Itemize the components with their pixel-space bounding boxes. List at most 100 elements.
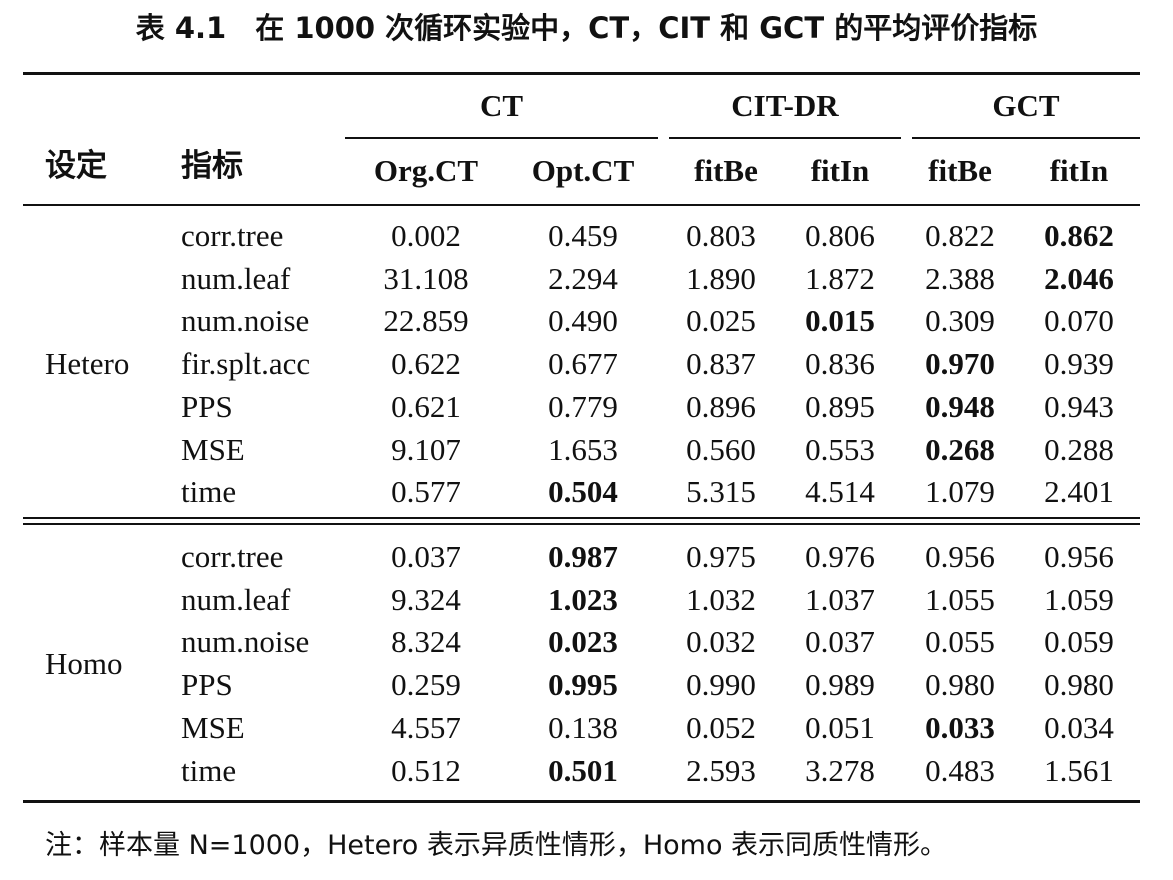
- value-cell: 0.956: [1044, 539, 1114, 574]
- section-divider-top: [23, 517, 1140, 519]
- metric-label: num.leaf: [181, 260, 291, 296]
- value-cell: 1.872: [805, 260, 875, 296]
- value-cell: 0.990: [686, 667, 756, 703]
- group-header-gct: GCT: [992, 88, 1060, 123]
- group-underline-ct: [345, 137, 658, 139]
- value-cell: 0.034: [1044, 709, 1114, 745]
- group-header-cit-dr: CIT-DR: [731, 88, 839, 123]
- value-cell: 0.806: [805, 218, 875, 253]
- value-cell: 1.037: [805, 581, 875, 617]
- header-rule: [23, 204, 1140, 206]
- value-cell: 0.501: [548, 752, 618, 788]
- setting-label: Hetero: [45, 346, 130, 382]
- metric-label: num.noise: [181, 303, 310, 339]
- section-divider-bottom: [23, 523, 1140, 525]
- value-cell: 0.037: [391, 539, 461, 574]
- value-cell: 0.989: [805, 667, 875, 703]
- value-cell: 8.324: [391, 624, 461, 660]
- value-cell: 0.560: [686, 431, 756, 467]
- value-cell: 0.268: [925, 431, 995, 467]
- value-cell: 0.862: [1044, 218, 1114, 253]
- value-cell: 0.015: [805, 303, 875, 339]
- value-cell: 0.553: [805, 431, 875, 467]
- value-cell: 0.779: [548, 388, 618, 424]
- bottom-rule: [23, 800, 1140, 803]
- value-cell: 0.956: [925, 539, 995, 574]
- column-header-gct-fitin: fitIn: [1049, 153, 1109, 188]
- table-caption: 表 4.1 在 1000 次循环实验中，CT，CIT 和 GCT 的平均评价指标: [135, 11, 1038, 45]
- value-cell: 0.138: [548, 709, 618, 745]
- value-cell: 0.055: [925, 624, 995, 660]
- value-cell: 0.621: [391, 388, 461, 424]
- metric-label: PPS: [181, 388, 233, 424]
- value-cell: 0.023: [548, 624, 618, 660]
- value-cell: 1.561: [1044, 752, 1114, 788]
- value-cell: 0.504: [548, 474, 618, 510]
- column-header-cit-fitin: fitIn: [810, 153, 870, 188]
- value-cell: 0.987: [548, 539, 618, 574]
- value-cell: 5.315: [686, 474, 756, 510]
- value-cell: 0.059: [1044, 624, 1114, 660]
- value-cell: 0.980: [1044, 667, 1114, 703]
- metric-label: PPS: [181, 667, 233, 703]
- value-cell: 0.051: [805, 709, 875, 745]
- top-rule: [23, 72, 1140, 75]
- setting-header: 设定: [45, 148, 107, 184]
- value-cell: 0.822: [925, 218, 995, 253]
- value-cell: 2.294: [548, 260, 618, 296]
- value-cell: 0.577: [391, 474, 461, 510]
- value-cell: 0.895: [805, 388, 875, 424]
- value-cell: 0.975: [686, 539, 756, 574]
- value-cell: 1.032: [686, 581, 756, 617]
- value-cell: 0.037: [805, 624, 875, 660]
- value-cell: 1.023: [548, 581, 618, 617]
- metric-label: MSE: [181, 431, 245, 467]
- value-cell: 3.278: [805, 752, 875, 788]
- metric-label: num.noise: [181, 624, 310, 660]
- group-underline-cit-dr: [669, 137, 901, 139]
- metric-label: corr.tree: [181, 218, 284, 253]
- value-cell: 0.677: [548, 346, 618, 382]
- value-cell: 1.055: [925, 581, 995, 617]
- value-cell: 1.890: [686, 260, 756, 296]
- value-cell: 4.514: [805, 474, 875, 510]
- metric-label: time: [181, 752, 237, 788]
- value-cell: 0.622: [391, 346, 461, 382]
- setting-label: Homo: [45, 645, 123, 681]
- value-cell: 2.593: [686, 752, 756, 788]
- value-cell: 0.070: [1044, 303, 1114, 339]
- value-cell: 0.309: [925, 303, 995, 339]
- column-header-cit-fitbe: fitBe: [694, 153, 758, 188]
- value-cell: 0.837: [686, 346, 756, 382]
- column-header-org-ct: Org.CT: [373, 153, 479, 188]
- value-cell: 0.995: [548, 667, 618, 703]
- value-cell: 4.557: [391, 709, 461, 745]
- group-underline-gct: [912, 137, 1140, 139]
- value-cell: 0.259: [391, 667, 461, 703]
- value-cell: 9.107: [391, 431, 461, 467]
- value-cell: 0.483: [925, 752, 995, 788]
- value-cell: 0.033: [925, 709, 995, 745]
- value-cell: 0.976: [805, 539, 875, 574]
- value-cell: 0.025: [686, 303, 756, 339]
- value-cell: 1.059: [1044, 581, 1114, 617]
- value-cell: 0.980: [925, 667, 995, 703]
- value-cell: 0.288: [1044, 431, 1114, 467]
- value-cell: 2.046: [1044, 260, 1114, 296]
- value-cell: 1.079: [925, 474, 995, 510]
- value-cell: 2.401: [1044, 474, 1114, 510]
- value-cell: 0.490: [548, 303, 618, 339]
- value-cell: 0.948: [925, 388, 995, 424]
- group-header-ct: CT: [479, 88, 524, 123]
- column-header-gct-fitbe: fitBe: [928, 153, 992, 188]
- value-cell: 0.803: [686, 218, 756, 253]
- metric-label: num.leaf: [181, 581, 291, 617]
- value-cell: 31.108: [383, 260, 469, 296]
- value-cell: 0.970: [925, 346, 995, 382]
- metric-label: time: [181, 474, 237, 510]
- value-cell: 0.943: [1044, 388, 1114, 424]
- value-cell: 22.859: [383, 303, 469, 339]
- metric-label: corr.tree: [181, 539, 284, 574]
- value-cell: 9.324: [391, 581, 461, 617]
- value-cell: 0.459: [548, 218, 618, 253]
